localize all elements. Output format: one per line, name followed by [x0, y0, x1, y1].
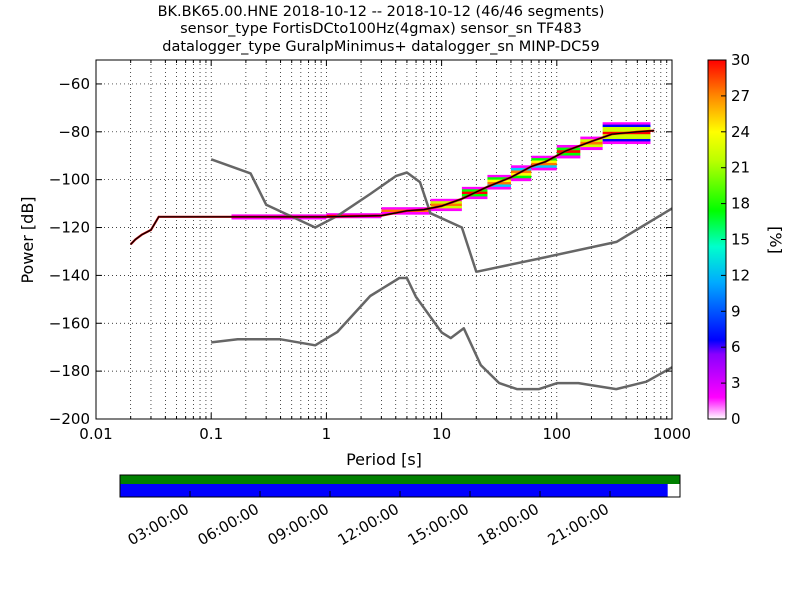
y-tick-label: −160 — [49, 314, 90, 332]
y-tick-label: −80 — [58, 123, 90, 141]
density-cell — [531, 165, 557, 168]
density-cell — [556, 155, 581, 159]
density-cell — [531, 162, 557, 166]
x-tick-label: 1 — [322, 425, 332, 443]
density-cell — [326, 213, 382, 216]
density-cell — [487, 182, 511, 185]
coverage-time-label: 09:00:00 — [265, 500, 332, 549]
y-tick-label: −60 — [58, 75, 90, 93]
x-axis-label: Period [s] — [346, 450, 422, 469]
psd-series — [129, 129, 672, 391]
title-line-1: BK.BK65.00.HNE 2018-10-12 -- 2018-10-12 … — [158, 4, 605, 20]
x-tick-label: 100 — [542, 425, 571, 443]
coverage-time-label: 15:00:00 — [405, 500, 472, 549]
coverage-bar: 03:00:00 06:00:00 09:00:00 12:00:00 15:00:00… — [119, 474, 681, 549]
colorbar-tick-label: 27 — [731, 87, 750, 105]
colorbar-tick-label: 12 — [731, 266, 750, 284]
density-cell — [531, 155, 557, 159]
density-cell — [602, 122, 651, 125]
density-cell — [602, 124, 651, 128]
density-cell — [231, 217, 327, 220]
density-cell — [531, 158, 557, 161]
colorbar-tick-label: 9 — [731, 302, 741, 320]
density-cell — [602, 141, 651, 145]
x-tick-label: 0.01 — [79, 425, 112, 443]
colorbar-tick-label: 3 — [731, 374, 741, 392]
density-cell — [461, 186, 488, 190]
mode-line — [130, 130, 655, 245]
density-cell — [602, 129, 651, 133]
axis-ticks: 0.01 0.1 1 10 100 1000 −200 −180 −160 −140 −120 −10… — [49, 60, 691, 443]
density-cell — [580, 141, 603, 145]
colorbar-tick-label: 21 — [731, 159, 750, 177]
density-cell — [602, 138, 651, 142]
density-cell — [602, 127, 651, 130]
plot-grid — [96, 60, 672, 419]
noise-model-line — [210, 158, 672, 274]
density-cell — [461, 189, 488, 192]
x-tick-label: 1000 — [653, 425, 691, 443]
density-cell — [510, 167, 532, 171]
density-cell — [487, 184, 511, 188]
y-tick-label: −200 — [49, 410, 90, 428]
x-tick-label: 0.1 — [199, 425, 223, 443]
density-cell — [602, 136, 651, 140]
y-tick-label: −140 — [49, 266, 90, 284]
density-cell — [580, 144, 603, 148]
density-cell — [487, 174, 511, 178]
density-cell — [487, 177, 511, 180]
y-axis-label: Power [dB] — [18, 196, 37, 283]
colorbar-tick-label: 15 — [731, 231, 750, 249]
density-cell — [461, 196, 488, 200]
title-line-2: sensor_type FortisDCto100Hz(4gmax) senso… — [180, 21, 582, 37]
y-tick-label: −120 — [49, 219, 90, 237]
density-cell — [580, 147, 603, 151]
coverage-time-label: 21:00:00 — [545, 500, 612, 549]
density-cell — [430, 198, 462, 202]
colorbar-tick-label: 0 — [731, 410, 741, 428]
colorbar-tick-label: 6 — [731, 338, 741, 356]
plot-frame — [95, 59, 673, 420]
coverage-time-label: 12:00:00 — [335, 500, 402, 549]
y-tick-label: −180 — [49, 362, 90, 380]
coverage-green-segment — [120, 475, 680, 484]
density-cell — [602, 134, 651, 137]
density-cell — [510, 173, 532, 176]
density-cell — [556, 150, 581, 154]
psd-density-bands — [231, 122, 651, 220]
density-cell — [231, 214, 327, 217]
density-cell — [430, 208, 462, 212]
density-cell — [381, 207, 431, 210]
coverage-time-label: 06:00:00 — [195, 500, 262, 549]
density-cell — [326, 216, 382, 219]
coverage-blue-segment — [120, 484, 668, 497]
density-cell — [510, 165, 532, 169]
density-cell — [580, 136, 603, 140]
colorbar-tick-label: 30 — [731, 51, 750, 69]
density-cell — [381, 211, 431, 215]
colorbar-tick-label: 24 — [731, 123, 750, 141]
density-cell — [556, 152, 581, 156]
density-cell — [510, 178, 532, 182]
density-cell — [531, 167, 557, 171]
coverage-time-label: 03:00:00 — [125, 500, 192, 549]
density-cell — [430, 205, 462, 209]
coverage-time-label: 18:00:00 — [475, 500, 542, 549]
colorbar-tick-label: 18 — [731, 195, 750, 213]
density-cell — [430, 201, 462, 204]
y-tick-label: −100 — [49, 171, 90, 189]
title-line-3: datalogger_type GuralpMinimus+ datalogge… — [162, 39, 599, 55]
density-cell — [487, 186, 511, 190]
x-tick-label: 10 — [432, 425, 451, 443]
noise-model-line — [211, 276, 672, 391]
colorbar-label: [%] — [766, 226, 785, 254]
colorbar-ticks: 0 3 6 9 12 15 18 21 24 27 30 — [721, 51, 750, 428]
density-cell — [556, 144, 581, 148]
density-cell — [510, 175, 532, 179]
density-cell — [461, 194, 488, 197]
